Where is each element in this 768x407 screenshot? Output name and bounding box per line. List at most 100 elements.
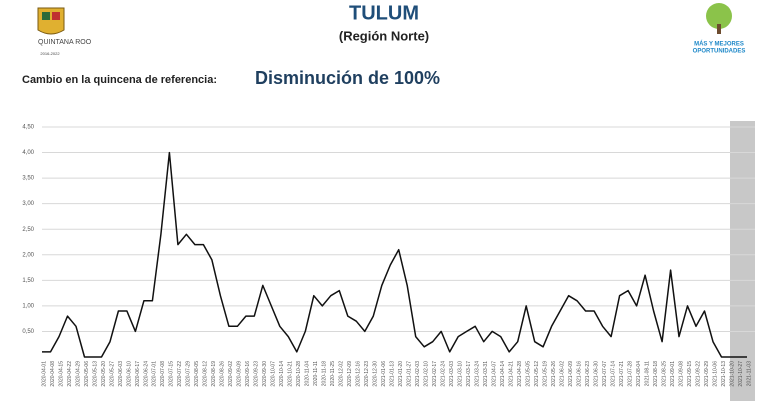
x-tick-label: 2020-08-05: [194, 361, 200, 387]
x-tick-label: 2020-06-10: [126, 361, 132, 387]
x-tick-label: 2020-06-03: [118, 361, 124, 387]
x-tick-label: 2020-10-07: [271, 361, 277, 387]
logo-line2: OPORTUNIDADES: [693, 49, 746, 55]
logo-years: 2016-2022: [40, 51, 60, 56]
x-tick-label: 2021-10-27: [738, 361, 744, 387]
x-tick-label: 2021-01-06: [381, 361, 387, 387]
right-logo: MÁS Y MEJORES OPORTUNIDADES: [693, 3, 746, 55]
tree: [706, 3, 732, 29]
x-tick-label: 2020-08-19: [211, 361, 217, 387]
x-tick-label: 2020-12-23: [364, 361, 370, 387]
plot: 0,50 1,00 1,50 2,00 2,50 3,00 3,50 4,00 4,50 2020…: [22, 121, 755, 401]
x-tick-label: 2021-02-24: [441, 361, 447, 387]
x-tick-label: 2020-06-17: [135, 361, 141, 387]
x-tick-label: 2020-09-02: [228, 361, 234, 387]
x-tick-label: 2021-05-05: [525, 361, 531, 387]
x-tick-label: 2021-07-28: [627, 361, 633, 387]
x-tick-label: 2020-09-09: [237, 361, 243, 387]
x-tick-label: 2021-03-10: [458, 361, 464, 387]
x-tick-label: 2021-05-26: [551, 361, 557, 387]
x-tick-label: 2020-10-21: [288, 361, 294, 387]
x-tick-label: 2020-05-27: [109, 361, 115, 387]
series-line: [42, 151, 747, 358]
x-tick-label: 2021-09-08: [678, 361, 684, 387]
shield: [37, 7, 65, 35]
x-tick-label: 2020-11-25: [330, 361, 336, 386]
x-tick-label: 2021-04-07: [492, 361, 498, 387]
x-tick-label: 2021-05-19: [542, 361, 548, 387]
logo-line1: MÁS Y MEJORES: [694, 41, 744, 48]
x-tick-label: 2021-04-28: [517, 361, 523, 387]
x-tick-label: 2020-11-18: [322, 361, 328, 386]
x-tick-label: 2020-12-02: [339, 361, 345, 387]
x-tick-label: 2021-06-09: [568, 361, 574, 387]
x-tick-label: 2020-12-09: [347, 361, 353, 387]
x-tick-label: 2021-07-21: [619, 361, 625, 387]
title: TULUM: [349, 2, 419, 24]
x-tick-label: 2020-07-01: [152, 361, 158, 387]
x-tick-label: 2020-06-24: [143, 361, 149, 387]
y-tick-label: 4,50: [22, 125, 34, 131]
x-tick-label: 2020-07-15: [169, 361, 175, 387]
x-tick-label: 2021-07-07: [602, 361, 608, 387]
trunk: [717, 24, 721, 34]
x-tick-label: 2020-04-29: [75, 361, 81, 387]
x-tick-label: 2021-03-03: [449, 361, 455, 387]
x-tick-label: 2020-04-01: [41, 361, 47, 387]
y-tick-label: 1,50: [22, 278, 34, 284]
x-tick-label: 2021-03-31: [483, 361, 489, 387]
x-tick-label: 2021-10-13: [721, 361, 727, 387]
x-tick-label: 2020-07-08: [160, 361, 166, 387]
x-tick-label: 2021-02-10: [424, 361, 430, 387]
x-tick-label: 2021-04-21: [508, 361, 514, 387]
x-tick-label: 2021-06-02: [559, 361, 565, 387]
x-tick-label: 2020-11-11: [313, 361, 319, 386]
x-tick-label: 2020-08-12: [203, 361, 209, 387]
shield-part: [42, 12, 50, 20]
x-tick-label: 2021-08-25: [661, 361, 667, 387]
x-tick-label: 2020-05-13: [92, 361, 98, 387]
x-tick-label: 2021-10-06: [712, 361, 718, 387]
logo-name: QUINTANA ROO: [38, 39, 92, 46]
x-tick-label: 2020-08-26: [220, 361, 226, 387]
x-tick-label: 2020-11-04: [305, 361, 311, 386]
x-tick-label: 2021-01-13: [390, 361, 396, 387]
x-tick-label: 2021-03-24: [475, 361, 481, 387]
y-tick-label: 3,00: [22, 201, 34, 207]
x-tick-label: 2020-07-29: [186, 361, 192, 387]
x-tick-label: 2021-01-20: [398, 361, 404, 387]
x-tick-label: 2020-09-16: [245, 361, 251, 387]
shield-part: [52, 12, 60, 20]
x-tick-label: 2021-06-16: [576, 361, 582, 387]
change-label: Cambio en la quincena de referencia:: [22, 74, 217, 86]
x-tick-label: 2021-11-03: [746, 361, 752, 386]
x-tick-label: 2021-08-18: [653, 361, 659, 387]
x-tick-label: 2020-10-14: [279, 361, 285, 387]
x-tick-label: 2021-10-20: [729, 361, 735, 387]
shaded-period: [730, 121, 755, 401]
x-tick-label: 2021-06-30: [593, 361, 599, 387]
x-tick-label: 2021-08-04: [636, 361, 642, 387]
change-value: Disminución de 100%: [255, 68, 440, 88]
left-logo: QUINTANA ROO 2016-2022: [37, 7, 92, 56]
x-tick-label: 2021-08-11: [644, 361, 650, 386]
x-tick-label: 2021-07-14: [610, 361, 616, 387]
x-tick-label: 2020-12-30: [373, 361, 379, 387]
x-tick-label: 2020-04-22: [67, 361, 73, 387]
x-tick-label: 2020-09-23: [254, 361, 260, 387]
x-tick-label: 2020-05-06: [84, 361, 90, 387]
x-tick-label: 2020-10-28: [296, 361, 302, 387]
x-tick-label: 2020-12-16: [356, 361, 362, 387]
x-tick-label: 2021-09-15: [687, 361, 693, 387]
x-tick-label: 2021-03-17: [466, 361, 472, 387]
y-tick-label: 0,50: [22, 329, 34, 335]
x-tick-label: 2020-09-30: [262, 361, 268, 387]
x-tick-label: 2021-09-22: [695, 361, 701, 387]
x-tick-label: 2020-05-20: [101, 361, 107, 387]
x-tick-label: 2021-05-12: [534, 361, 540, 387]
y-tick-label: 4,00: [22, 150, 34, 156]
x-tick-label: 2020-04-08: [50, 361, 56, 387]
x-tick-label: 2021-06-23: [585, 361, 591, 387]
y-tick-label: 1,00: [22, 303, 34, 309]
